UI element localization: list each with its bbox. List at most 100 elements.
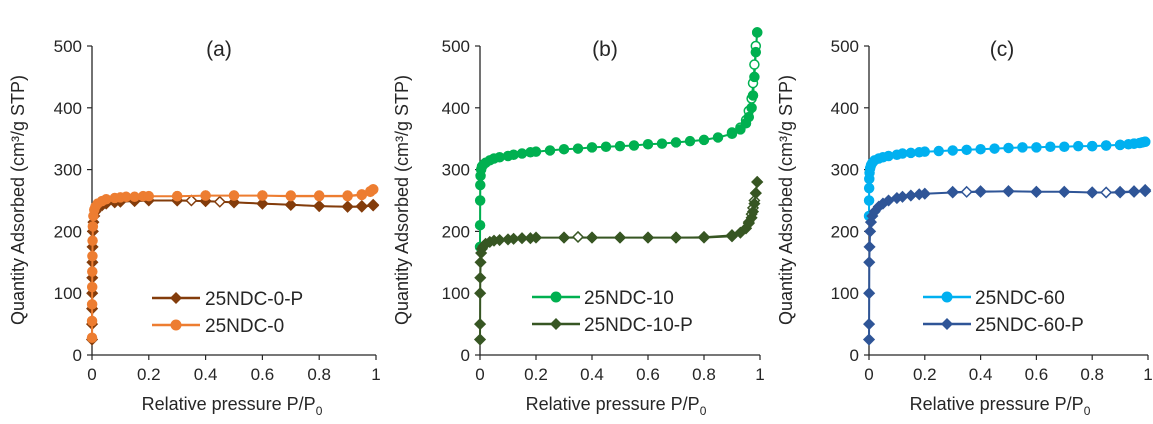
data-point — [975, 143, 986, 155]
data-point — [1031, 142, 1042, 153]
legend-label: 25NDC-0 — [205, 316, 284, 337]
data-point — [864, 225, 877, 238]
data-point — [863, 287, 876, 300]
y-tick-label: 0 — [73, 346, 82, 365]
data-point — [544, 145, 556, 156]
series-25NDC-10-P — [473, 175, 764, 346]
x-tick-label: 0.4 — [969, 365, 993, 384]
data-point — [530, 146, 542, 157]
desorption-line — [563, 181, 758, 239]
data-point — [572, 143, 584, 154]
data-point — [746, 205, 760, 218]
data-point — [919, 146, 931, 157]
data-point — [284, 198, 297, 211]
x-tick-label: 1 — [755, 365, 764, 384]
data-point — [961, 144, 972, 156]
y-tick-label: 100 — [54, 284, 82, 303]
data-point — [342, 190, 353, 202]
series-25NDC-10 — [474, 27, 763, 253]
legend-marker — [941, 291, 953, 303]
y-tick-label: 500 — [54, 37, 82, 56]
legend-entry-25NDC-60: 25NDC-60 — [923, 288, 1065, 309]
y-axis-label: Quantity Adsorbed (cm³/g STP) — [8, 75, 28, 325]
data-point — [748, 197, 761, 210]
data-point — [751, 27, 763, 38]
x-tick-label: 1 — [1143, 365, 1152, 384]
data-point — [256, 197, 269, 210]
legend-entry-25NDC-60-P: 25NDC-60-P — [923, 315, 1084, 336]
y-tick-label: 500 — [442, 37, 470, 56]
legend-label: 25NDC-60 — [975, 288, 1065, 309]
legend-marker — [170, 319, 182, 331]
data-point — [507, 232, 520, 245]
series-25NDC-60 — [863, 136, 1151, 222]
x-tick-label: 0.4 — [580, 365, 604, 384]
desorption-point — [185, 194, 198, 207]
data-point — [515, 232, 529, 245]
data-point — [1059, 141, 1070, 152]
data-point — [228, 190, 240, 201]
data-point — [129, 191, 140, 203]
data-point — [989, 143, 1000, 154]
y-tick-label: 200 — [442, 222, 470, 241]
data-point — [474, 287, 487, 300]
y-tick-label: 300 — [442, 161, 470, 180]
data-point — [474, 271, 487, 284]
panel-label: (a) — [206, 38, 232, 61]
data-point — [558, 143, 570, 155]
legend-marker — [550, 291, 562, 303]
chart-a: Quantity Adsorbed (cm³/g STP) (a) 0 100 20… — [8, 37, 381, 418]
data-point — [367, 199, 380, 212]
data-point — [87, 250, 98, 262]
data-point — [1100, 140, 1112, 151]
data-point — [712, 132, 724, 143]
legend-label: 25NDC-0-P — [205, 289, 303, 310]
series-25NDC-0 — [86, 184, 379, 343]
data-point — [529, 231, 543, 244]
y-tick-label: 0 — [461, 346, 470, 365]
data-point — [200, 190, 211, 201]
data-point — [697, 231, 711, 244]
legend-marker — [941, 318, 953, 330]
data-point — [1139, 136, 1151, 148]
chart-b: Quantity Adsorbed (cm³/g STP) (b) 010020… — [392, 27, 765, 418]
y-tick-label: 500 — [831, 37, 859, 56]
data-point — [86, 332, 98, 343]
data-point — [1045, 141, 1056, 152]
data-point — [863, 256, 876, 269]
panel-label: (c) — [990, 38, 1015, 61]
data-point — [613, 231, 627, 244]
data-point — [1127, 185, 1141, 198]
data-point — [641, 231, 655, 244]
desorption-point — [213, 195, 226, 208]
plot-area: 0 100 200 300 400 500 0 0.2 0.4 0.6 0.8 1 — [442, 27, 765, 384]
data-point — [516, 148, 528, 159]
data-point — [670, 137, 682, 148]
data-point — [86, 299, 98, 310]
data-point — [863, 318, 876, 331]
x-tick-label: 0 — [864, 365, 873, 384]
data-point — [1017, 142, 1028, 153]
data-point — [1003, 142, 1014, 154]
data-point — [918, 187, 931, 200]
x-tick-label: 0.8 — [307, 365, 331, 384]
data-point — [698, 134, 710, 146]
data-point — [628, 140, 640, 151]
data-point — [86, 281, 98, 293]
data-point — [725, 230, 739, 243]
legend: 25NDC-0-P 25NDC-0 — [152, 289, 303, 337]
data-point — [87, 235, 98, 246]
legend-entry-25NDC-0-P: 25NDC-0-P — [152, 289, 303, 310]
data-point — [933, 145, 944, 157]
chart-c: Quantity Adsorbed (cm³/g STP) (c) 010020… — [776, 37, 1153, 418]
data-point — [747, 90, 759, 101]
data-point — [313, 200, 326, 213]
data-point — [474, 219, 486, 231]
x-axis-label: Relative pressure P/P0 — [910, 394, 1091, 418]
x-axis-label-sub: 0 — [700, 404, 707, 418]
legend-marker — [170, 292, 182, 304]
x-tick-label: 0.2 — [137, 365, 161, 384]
data-point — [947, 145, 958, 156]
data-point — [684, 135, 696, 147]
y-tick-label: 200 — [54, 222, 82, 241]
